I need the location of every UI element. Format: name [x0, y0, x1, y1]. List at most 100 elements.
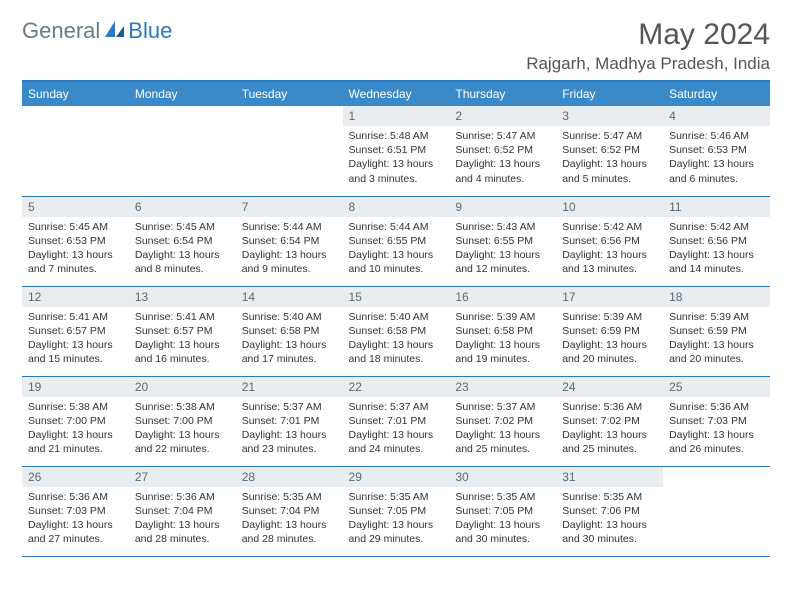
sunset-text: Sunset: 7:04 PM — [135, 504, 230, 518]
sunset-text: Sunset: 6:58 PM — [455, 324, 550, 338]
daylight-text: Daylight: 13 hours — [28, 248, 123, 262]
daylight-text: and 19 minutes. — [455, 352, 550, 366]
sunrise-text: Sunrise: 5:36 AM — [562, 400, 657, 414]
sunset-text: Sunset: 7:05 PM — [455, 504, 550, 518]
day-info: Sunrise: 5:44 AMSunset: 6:55 PMDaylight:… — [343, 217, 450, 282]
sunrise-text: Sunrise: 5:40 AM — [242, 310, 337, 324]
sunset-text: Sunset: 6:55 PM — [349, 234, 444, 248]
sunrise-text: Sunrise: 5:35 AM — [349, 490, 444, 504]
calendar-day-cell: 1Sunrise: 5:48 AMSunset: 6:51 PMDaylight… — [343, 106, 450, 196]
calendar-day-cell: 24Sunrise: 5:36 AMSunset: 7:02 PMDayligh… — [556, 376, 663, 466]
sunrise-text: Sunrise: 5:45 AM — [135, 220, 230, 234]
weekday-header: Monday — [129, 81, 236, 106]
day-number: 31 — [556, 467, 663, 487]
day-info: Sunrise: 5:37 AMSunset: 7:02 PMDaylight:… — [449, 397, 556, 462]
daylight-text: and 29 minutes. — [349, 532, 444, 546]
sunrise-text: Sunrise: 5:47 AM — [562, 129, 657, 143]
brand-general: General — [22, 18, 100, 44]
calendar-day-cell: 19Sunrise: 5:38 AMSunset: 7:00 PMDayligh… — [22, 376, 129, 466]
day-number: 3 — [556, 106, 663, 126]
daylight-text: Daylight: 13 hours — [135, 428, 230, 442]
calendar-day-cell: 31Sunrise: 5:35 AMSunset: 7:06 PMDayligh… — [556, 466, 663, 556]
day-number: 2 — [449, 106, 556, 126]
daylight-text: and 17 minutes. — [242, 352, 337, 366]
calendar-day-cell: 6Sunrise: 5:45 AMSunset: 6:54 PMDaylight… — [129, 196, 236, 286]
sunset-text: Sunset: 7:03 PM — [28, 504, 123, 518]
sunset-text: Sunset: 6:58 PM — [349, 324, 444, 338]
daylight-text: Daylight: 13 hours — [455, 428, 550, 442]
sunset-text: Sunset: 6:59 PM — [562, 324, 657, 338]
brand-blue: Blue — [128, 18, 172, 44]
calendar-day-cell: 10Sunrise: 5:42 AMSunset: 6:56 PMDayligh… — [556, 196, 663, 286]
calendar-day-cell: 11Sunrise: 5:42 AMSunset: 6:56 PMDayligh… — [663, 196, 770, 286]
daylight-text: and 9 minutes. — [242, 262, 337, 276]
calendar-day-cell: 21Sunrise: 5:37 AMSunset: 7:01 PMDayligh… — [236, 376, 343, 466]
sunset-text: Sunset: 6:55 PM — [455, 234, 550, 248]
sunset-text: Sunset: 6:54 PM — [242, 234, 337, 248]
sunset-text: Sunset: 7:00 PM — [28, 414, 123, 428]
daylight-text: and 26 minutes. — [669, 442, 764, 456]
calendar-week-row: 1Sunrise: 5:48 AMSunset: 6:51 PMDaylight… — [22, 106, 770, 196]
day-info: Sunrise: 5:36 AMSunset: 7:03 PMDaylight:… — [22, 487, 129, 552]
sunset-text: Sunset: 6:57 PM — [135, 324, 230, 338]
sunset-text: Sunset: 6:53 PM — [28, 234, 123, 248]
daylight-text: Daylight: 13 hours — [28, 428, 123, 442]
day-number: 17 — [556, 287, 663, 307]
day-info: Sunrise: 5:41 AMSunset: 6:57 PMDaylight:… — [129, 307, 236, 372]
calendar-week-row: 19Sunrise: 5:38 AMSunset: 7:00 PMDayligh… — [22, 376, 770, 466]
day-number: 9 — [449, 197, 556, 217]
sunrise-text: Sunrise: 5:41 AM — [135, 310, 230, 324]
weekday-header: Friday — [556, 81, 663, 106]
sunrise-text: Sunrise: 5:39 AM — [455, 310, 550, 324]
daylight-text: Daylight: 13 hours — [242, 428, 337, 442]
daylight-text: Daylight: 13 hours — [455, 157, 550, 171]
sunrise-text: Sunrise: 5:46 AM — [669, 129, 764, 143]
daylight-text: Daylight: 13 hours — [135, 248, 230, 262]
day-number: 28 — [236, 467, 343, 487]
day-info: Sunrise: 5:45 AMSunset: 6:53 PMDaylight:… — [22, 217, 129, 282]
sunrise-text: Sunrise: 5:43 AM — [455, 220, 550, 234]
sunrise-text: Sunrise: 5:36 AM — [669, 400, 764, 414]
calendar-day-cell: 8Sunrise: 5:44 AMSunset: 6:55 PMDaylight… — [343, 196, 450, 286]
day-info: Sunrise: 5:37 AMSunset: 7:01 PMDaylight:… — [236, 397, 343, 462]
day-info: Sunrise: 5:38 AMSunset: 7:00 PMDaylight:… — [129, 397, 236, 462]
daylight-text: and 13 minutes. — [562, 262, 657, 276]
calendar-table: SundayMondayTuesdayWednesdayThursdayFrid… — [22, 80, 770, 557]
calendar-day-cell: 28Sunrise: 5:35 AMSunset: 7:04 PMDayligh… — [236, 466, 343, 556]
sunset-text: Sunset: 6:52 PM — [562, 143, 657, 157]
day-number: 23 — [449, 377, 556, 397]
daylight-text: Daylight: 13 hours — [242, 518, 337, 532]
sunset-text: Sunset: 7:06 PM — [562, 504, 657, 518]
daylight-text: Daylight: 13 hours — [242, 338, 337, 352]
day-info: Sunrise: 5:36 AMSunset: 7:04 PMDaylight:… — [129, 487, 236, 552]
day-number: 10 — [556, 197, 663, 217]
day-info: Sunrise: 5:38 AMSunset: 7:00 PMDaylight:… — [22, 397, 129, 462]
day-info: Sunrise: 5:46 AMSunset: 6:53 PMDaylight:… — [663, 126, 770, 191]
daylight-text: Daylight: 13 hours — [669, 157, 764, 171]
calendar-day-cell: 25Sunrise: 5:36 AMSunset: 7:03 PMDayligh… — [663, 376, 770, 466]
calendar-day-cell: 14Sunrise: 5:40 AMSunset: 6:58 PMDayligh… — [236, 286, 343, 376]
day-number: 19 — [22, 377, 129, 397]
daylight-text: Daylight: 13 hours — [562, 338, 657, 352]
daylight-text: Daylight: 13 hours — [135, 338, 230, 352]
day-info: Sunrise: 5:48 AMSunset: 6:51 PMDaylight:… — [343, 126, 450, 191]
sunrise-text: Sunrise: 5:48 AM — [349, 129, 444, 143]
daylight-text: and 7 minutes. — [28, 262, 123, 276]
day-number: 12 — [22, 287, 129, 307]
daylight-text: and 15 minutes. — [28, 352, 123, 366]
daylight-text: and 30 minutes. — [455, 532, 550, 546]
sunset-text: Sunset: 7:03 PM — [669, 414, 764, 428]
daylight-text: Daylight: 13 hours — [669, 248, 764, 262]
daylight-text: and 18 minutes. — [349, 352, 444, 366]
day-number: 1 — [343, 106, 450, 126]
calendar-day-cell: 4Sunrise: 5:46 AMSunset: 6:53 PMDaylight… — [663, 106, 770, 196]
daylight-text: and 25 minutes. — [455, 442, 550, 456]
daylight-text: Daylight: 13 hours — [349, 338, 444, 352]
sunset-text: Sunset: 7:02 PM — [455, 414, 550, 428]
day-info: Sunrise: 5:35 AMSunset: 7:05 PMDaylight:… — [343, 487, 450, 552]
day-info: Sunrise: 5:39 AMSunset: 6:58 PMDaylight:… — [449, 307, 556, 372]
calendar-day-cell: 23Sunrise: 5:37 AMSunset: 7:02 PMDayligh… — [449, 376, 556, 466]
sunrise-text: Sunrise: 5:36 AM — [28, 490, 123, 504]
calendar-day-cell: 22Sunrise: 5:37 AMSunset: 7:01 PMDayligh… — [343, 376, 450, 466]
calendar-day-cell: 18Sunrise: 5:39 AMSunset: 6:59 PMDayligh… — [663, 286, 770, 376]
